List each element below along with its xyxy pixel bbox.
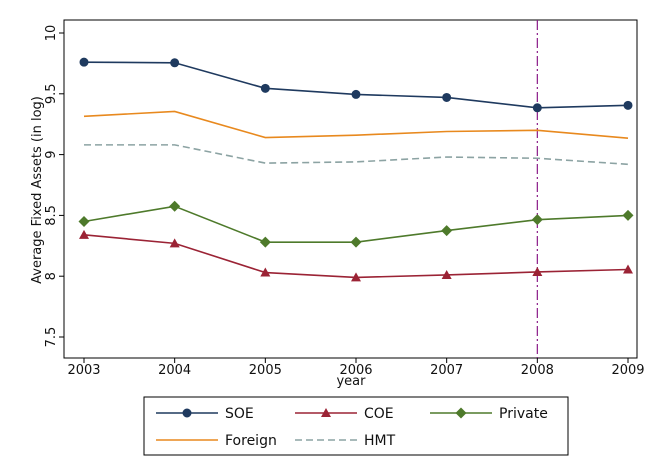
x-tick-label: 2009 xyxy=(611,363,644,378)
legend-item-soe: SOE xyxy=(156,406,254,422)
data-point-soe xyxy=(260,83,270,93)
data-point-coe xyxy=(623,264,633,274)
x-tick-label: 2008 xyxy=(521,363,554,378)
y-axis-title: Average Fixed Assets (in log) xyxy=(30,96,45,284)
data-point-coe xyxy=(260,267,271,277)
plot-area xyxy=(63,19,638,359)
legend-label-coe: COE xyxy=(364,406,394,422)
data-point-soe xyxy=(170,58,180,68)
legend-item-hmt: HMT xyxy=(295,433,396,449)
series-hmt xyxy=(84,144,629,166)
y-tick-label: 10 xyxy=(44,25,59,42)
data-point-coe xyxy=(351,272,361,282)
legend-box xyxy=(143,396,569,456)
series-line-foreign xyxy=(83,110,629,139)
legend-marker-soe xyxy=(182,408,192,418)
legend-item-coe: COE xyxy=(295,406,394,422)
legend-label-soe: SOE xyxy=(225,406,254,422)
data-point-soe xyxy=(351,89,361,99)
y-tick-label: 8.5 xyxy=(44,205,59,226)
y-tick-label: 9.5 xyxy=(44,83,59,104)
series-soe xyxy=(79,57,633,113)
y-tick-label: 9 xyxy=(44,150,59,158)
y-tick-label: 8 xyxy=(44,272,59,280)
series-private xyxy=(78,200,634,248)
data-point-coe xyxy=(169,238,180,248)
data-point-soe xyxy=(532,103,542,113)
x-axis-title: year xyxy=(336,374,366,389)
legend: SOE COE Private Foreign HMT xyxy=(156,406,548,449)
legend-item-foreign: Foreign xyxy=(156,433,277,449)
data-point-soe xyxy=(442,92,452,102)
data-point-private xyxy=(350,236,362,248)
series-coe xyxy=(79,229,633,282)
series-layer xyxy=(78,57,634,282)
legend-marker-private xyxy=(455,407,467,419)
series-line-hmt xyxy=(84,144,629,166)
legend-item-private: Private xyxy=(430,406,548,422)
legend-label-hmt: HMT xyxy=(364,433,396,449)
y-tick-label: 7.5 xyxy=(44,327,59,348)
data-point-coe xyxy=(441,269,452,279)
data-point-soe xyxy=(79,57,89,67)
data-point-soe xyxy=(623,100,633,110)
data-point-private xyxy=(531,214,543,226)
legend-marker-coe xyxy=(321,408,331,417)
x-tick-label: 2004 xyxy=(158,363,191,378)
y-axis: 7.5 8 8.5 9 9.5 10 xyxy=(44,25,64,348)
legend-label-foreign: Foreign xyxy=(225,433,277,449)
x-tick-label: 2006 xyxy=(339,363,372,378)
legend-label-private: Private xyxy=(499,406,548,422)
data-point-private xyxy=(169,200,181,212)
data-point-private xyxy=(259,236,271,248)
x-axis: 2003 2004 2005 2006 2007 2008 2009 xyxy=(67,358,645,378)
series-foreign xyxy=(83,110,629,139)
data-point-private xyxy=(622,209,634,221)
data-point-private xyxy=(441,225,453,237)
x-tick-label: 2005 xyxy=(249,363,282,378)
x-tick-label: 2007 xyxy=(430,363,463,378)
data-point-coe xyxy=(532,266,543,276)
x-tick-label: 2003 xyxy=(67,363,100,378)
data-point-private xyxy=(78,215,90,227)
data-point-coe xyxy=(79,229,89,239)
